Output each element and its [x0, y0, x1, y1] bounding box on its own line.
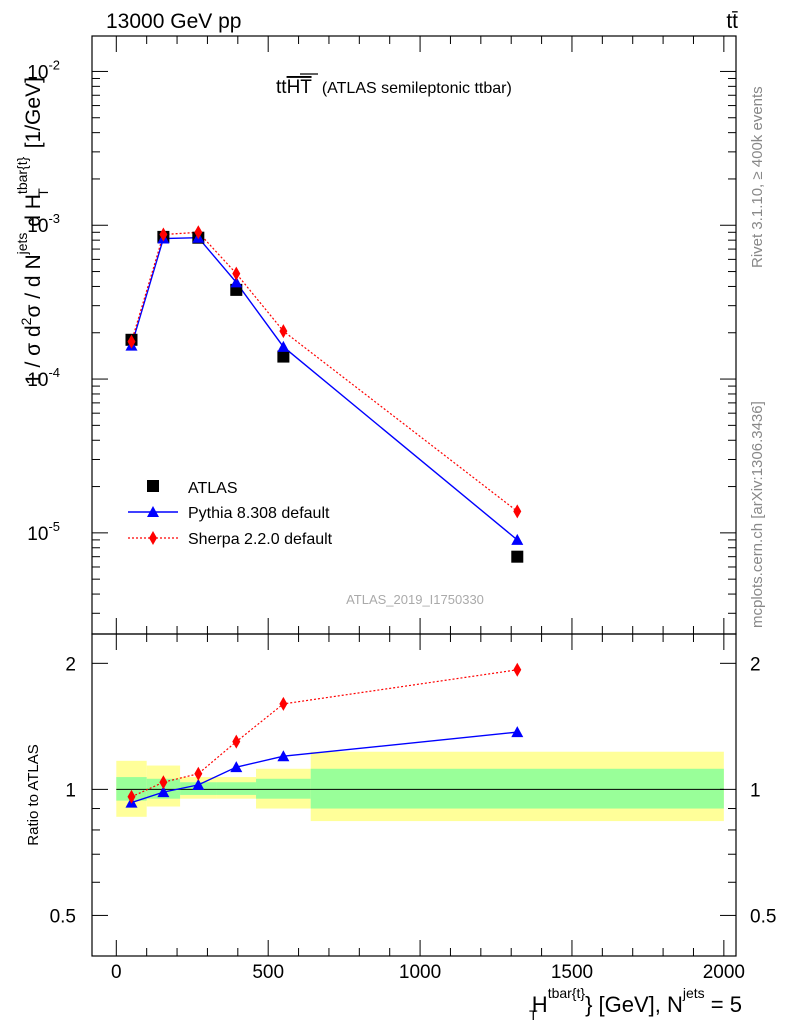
ratio-ytick-label-right: 2 [750, 654, 761, 675]
pythia-line [130, 236, 518, 541]
ratio-ytick-label-left: 1 [65, 780, 76, 801]
ratio-pythia-point [277, 750, 290, 762]
uncertainty-band-green [216, 782, 257, 795]
uncertainty-band-green [256, 778, 311, 799]
ratio-ticks: 0.5 0.5 1 1 2 2 0 500 1000 1500 2000 [50, 634, 776, 983]
ratio-sherpa-point [279, 696, 288, 711]
main-panel: 10-5 10-4 10-3 10-2 ttHT (ATLAS semileptoni… [14, 35, 737, 635]
legend-marker-sherpa [149, 531, 157, 545]
ratio-sherpa-point [194, 766, 203, 781]
ratio-xtick-label: 0 [111, 962, 122, 983]
ratio-sherpa-line [131, 669, 518, 798]
ratio-bands [116, 751, 724, 822]
atlas-point [511, 550, 524, 563]
pythia-point [511, 533, 524, 545]
chart-title: ttHT (ATLAS semileptonic ttbar) [276, 77, 512, 98]
sherpa-point [194, 225, 203, 240]
ratio-frame [91, 633, 737, 957]
main-ticks: 10-5 10-4 10-3 10-2 [27, 36, 736, 634]
ratio-sherpa-point [513, 662, 522, 677]
rivet-label: Rivet 3.1.10, ≥ 400k events [749, 86, 766, 268]
ratio-xtick-label: 1000 [399, 962, 441, 983]
sherpa-point [127, 334, 136, 349]
ratio-ytick-label-left: 0.5 [50, 906, 76, 927]
legend-label-sherpa: Sherpa 2.2.0 default [188, 531, 333, 548]
main-ytick-label: 10-5 [27, 519, 60, 545]
ratio-pythia-point [230, 761, 243, 773]
main-ytick-label: 10-3 [27, 211, 60, 237]
ratio-xtick-label: 500 [252, 962, 284, 983]
svg-text:Htbar{t}} [GeV], Njets = 5: Htbar{t}} [GeV], Njets = 5 [532, 985, 742, 1017]
svg-text:1 / σ d2σ / d Njets d Htbar{t}: 1 / σ d2σ / d Njets d Htbar{t} T [1/GeV] [14, 77, 51, 385]
ratio-ytick-label-right: 0.5 [750, 906, 776, 927]
uncertainty-band-green [116, 777, 147, 801]
ratio-xlabel: Htbar{t}} [GeV], Njets = 5 T [529, 985, 742, 1023]
ratio-sherpa-point [232, 734, 241, 749]
ratio-ytick-label-right: 1 [750, 780, 761, 801]
analysis-watermark: ATLAS_2019_I1750330 [346, 592, 484, 607]
legend-label-atlas: ATLAS [188, 480, 238, 497]
pythia-point [230, 276, 243, 288]
ratio-ylabel: Ratio to ATLAS [25, 744, 42, 845]
atlas-point [277, 350, 290, 363]
ratio-pythia-line [131, 731, 518, 804]
ratio-pythia-point [157, 786, 170, 798]
main-series-layer [125, 225, 524, 563]
sherpa-point [279, 324, 288, 339]
pythia-point [277, 340, 290, 352]
svg-text:T: T [529, 1007, 538, 1023]
legend-label-pythia: Pythia 8.308 default [188, 505, 330, 522]
ratio-series-layer [125, 662, 524, 808]
ratio-xtick-label: 1500 [551, 962, 593, 983]
ratio-ytick-label-left: 2 [65, 654, 76, 675]
main-ytick-label: 10-2 [27, 57, 60, 83]
ratio-sherpa-point [127, 789, 136, 804]
sherpa-point [159, 227, 168, 242]
collision-label: 13000 GeV pp [106, 10, 241, 33]
mcplots-label: mcplots.cern.ch [arXiv:1306.3436] [749, 401, 766, 628]
main-ylabel: 1 / σ d2σ / d Njets d Htbar{t} T [1/GeV] [14, 77, 51, 385]
legend: ATLAS Pythia 8.308 default Sherpa 2.2.0 … [128, 480, 333, 548]
uncertainty-band-green [310, 768, 724, 809]
sherpa-point [232, 266, 241, 281]
legend-marker-atlas [147, 480, 159, 492]
ratio-pythia-point [192, 778, 205, 790]
ratio-sherpa-point [159, 775, 168, 790]
process-label: tt̄ [726, 10, 738, 33]
ratio-panel: 0.5 0.5 1 1 2 2 0 500 1000 1500 2000 Ratio to ATLA… [25, 633, 776, 1023]
ratio-xtick-label: 2000 [703, 962, 745, 983]
legend-marker-pythia [147, 506, 159, 517]
main-ytick-label: 10-4 [27, 365, 60, 391]
sherpa-point [513, 504, 522, 519]
ratio-pythia-point [511, 726, 524, 738]
sherpa-line [130, 231, 518, 512]
